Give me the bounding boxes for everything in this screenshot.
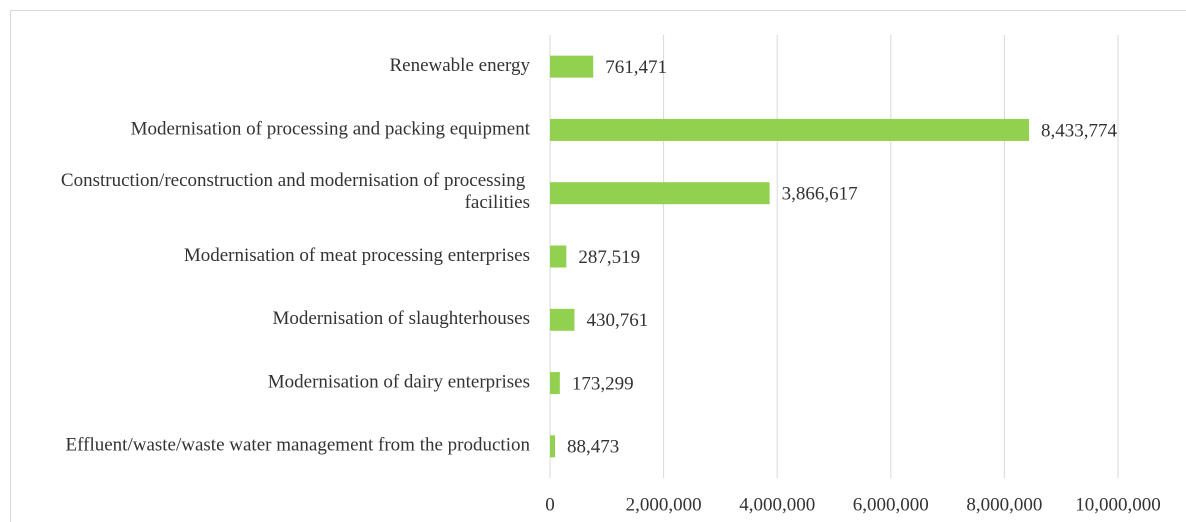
bar bbox=[550, 245, 567, 268]
category-label: Construction/reconstruction and modernis… bbox=[61, 171, 530, 214]
x-tick-label: 2,000,000 bbox=[626, 494, 702, 515]
category-label: Modernisation of dairy enterprises bbox=[268, 371, 530, 392]
value-label: 287,519 bbox=[578, 247, 640, 268]
bar bbox=[550, 118, 1030, 141]
category-label: Modernisation of slaughterhouses bbox=[272, 308, 530, 329]
x-tick-label: 8,000,000 bbox=[966, 494, 1042, 515]
bar bbox=[550, 308, 575, 331]
chart-frame bbox=[10, 10, 1186, 522]
x-tick-label: 10,000,000 bbox=[1075, 494, 1161, 515]
category-label: Renewable energy bbox=[389, 55, 530, 76]
x-tick-label: 4,000,000 bbox=[739, 494, 815, 515]
x-tick-label: 0 bbox=[545, 494, 555, 515]
value-label: 8,433,774 bbox=[1041, 120, 1118, 141]
value-label: 761,471 bbox=[605, 57, 667, 78]
x-tick-label: 6,000,000 bbox=[853, 494, 929, 515]
value-label: 88,473 bbox=[567, 437, 619, 458]
bar bbox=[550, 182, 770, 205]
value-label: 430,761 bbox=[586, 310, 648, 331]
bar bbox=[550, 435, 556, 458]
value-label: 3,866,617 bbox=[782, 184, 858, 205]
category-label: Effluent/waste/waste water management fr… bbox=[66, 435, 531, 456]
bar bbox=[550, 372, 560, 395]
value-label: 173,299 bbox=[572, 373, 634, 394]
bar bbox=[550, 55, 594, 78]
category-label: Modernisation of meat processing enterpr… bbox=[184, 245, 530, 266]
category-label: Modernisation of processing and packing … bbox=[131, 118, 531, 139]
